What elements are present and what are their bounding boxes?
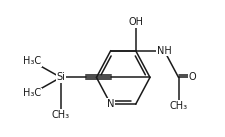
Text: Si: Si: [56, 72, 65, 82]
Text: H₃C: H₃C: [23, 89, 41, 99]
Text: CH₃: CH₃: [169, 101, 188, 111]
Text: NH: NH: [157, 46, 172, 56]
Text: CH₃: CH₃: [52, 110, 70, 120]
Text: OH: OH: [128, 17, 143, 27]
Text: O: O: [189, 72, 197, 82]
Text: H₃C: H₃C: [23, 56, 41, 66]
Text: N: N: [107, 99, 115, 109]
